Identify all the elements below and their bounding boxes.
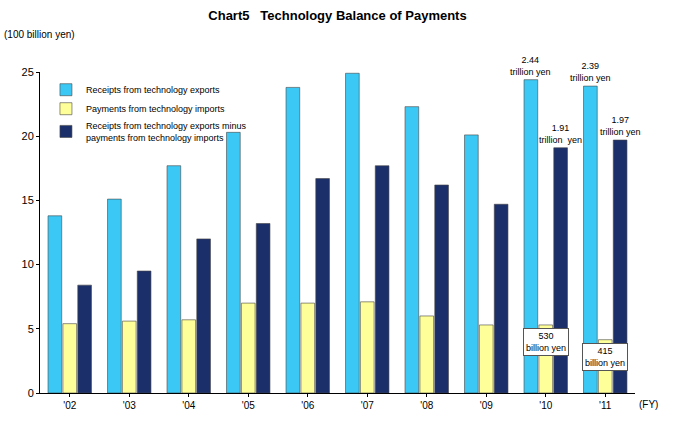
svg-text:'08: '08 <box>420 400 433 411</box>
svg-text:'07: '07 <box>361 400 374 411</box>
svg-text:15: 15 <box>22 194 34 206</box>
svg-text:0: 0 <box>28 387 34 399</box>
svg-text:1.91trillion yen: 1.91trillion yen <box>539 123 582 145</box>
svg-text:Chart5 Technology Balance of: Chart5 Technology Balance of Payments <box>208 8 466 23</box>
svg-text:20: 20 <box>22 130 34 142</box>
svg-text:1.97trillion yen: 1.97trillion yen <box>600 115 641 137</box>
svg-text:25: 25 <box>22 66 34 78</box>
svg-text:Payments from technology impor: Payments from technology imports <box>86 104 225 114</box>
svg-text:530billion yen: 530billion yen <box>526 331 566 353</box>
svg-text:'04: '04 <box>182 400 195 411</box>
svg-text:415billion yen: 415billion yen <box>585 346 625 368</box>
svg-text:(FY): (FY) <box>639 399 658 410</box>
svg-text:5: 5 <box>28 323 34 335</box>
svg-text:2.44trillion yen: 2.44trillion yen <box>510 55 551 77</box>
svg-text:'02: '02 <box>63 400 76 411</box>
svg-text:(100 billion yen): (100 billion yen) <box>4 29 75 40</box>
svg-text:'11: '11 <box>599 400 612 411</box>
svg-text:2.39trillion yen: 2.39trillion yen <box>570 61 611 83</box>
svg-text:Receipts from technology expor: Receipts from technology exports <box>86 85 220 95</box>
svg-text:'09: '09 <box>480 400 493 411</box>
svg-text:'05: '05 <box>242 400 255 411</box>
svg-text:'03: '03 <box>123 400 136 411</box>
svg-text:'06: '06 <box>301 400 314 411</box>
svg-text:'10: '10 <box>539 400 552 411</box>
svg-text:10: 10 <box>22 258 34 270</box>
svg-text:Receipts from technology expor: Receipts from technology exports minuspa… <box>86 121 247 143</box>
